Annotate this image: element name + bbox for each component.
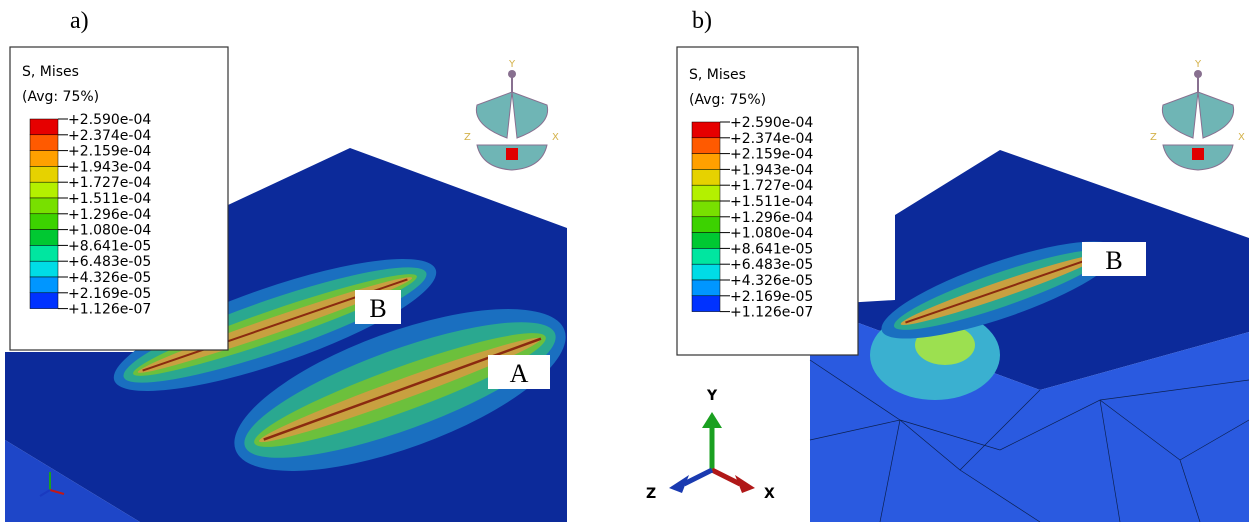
axis-label: X bbox=[764, 486, 775, 502]
triad-label: Z bbox=[464, 132, 471, 143]
legend-swatch bbox=[692, 169, 720, 185]
legend-swatch bbox=[692, 201, 720, 217]
legend-swatch bbox=[692, 280, 720, 296]
triad-label: Y bbox=[1194, 59, 1202, 70]
legend-level: +4.326e-05 bbox=[68, 270, 151, 286]
annotation: B bbox=[369, 294, 386, 323]
triad-petal bbox=[476, 92, 512, 138]
legend-level: +2.374e-04 bbox=[730, 131, 813, 147]
legend-level: +1.296e-04 bbox=[68, 207, 151, 223]
legend-swatch bbox=[30, 245, 58, 261]
triad-petal bbox=[1162, 92, 1198, 138]
legend-level: +1.943e-04 bbox=[68, 159, 151, 175]
legend-level: +1.126e-07 bbox=[68, 302, 151, 318]
legend-swatch bbox=[30, 119, 58, 135]
legend-swatch bbox=[692, 185, 720, 201]
legend-level: +1.080e-04 bbox=[730, 226, 813, 242]
legend-level: +1.080e-04 bbox=[68, 223, 151, 239]
figure: a)S, Mises(Avg: 75%)+2.590e-04+2.374e-04… bbox=[0, 0, 1249, 522]
axis-label: Z bbox=[646, 486, 656, 502]
legend-level: +6.483e-05 bbox=[730, 257, 813, 273]
legend-swatch bbox=[692, 264, 720, 280]
legend-swatch bbox=[30, 230, 58, 246]
legend-level: +6.483e-05 bbox=[68, 254, 151, 270]
legend-level: +2.374e-04 bbox=[68, 128, 151, 144]
legend-level: +8.641e-05 bbox=[730, 241, 813, 257]
legend-swatch bbox=[692, 138, 720, 154]
body: a)S, Mises(Avg: 75%)+2.590e-04+2.374e-04… bbox=[0, 0, 1249, 522]
legend-swatch bbox=[692, 217, 720, 233]
legend-level: +4.326e-05 bbox=[730, 273, 813, 289]
legend-subtitle: (Avg: 75%) bbox=[22, 89, 99, 105]
annotation: B bbox=[1105, 246, 1122, 275]
legend-level: +1.511e-04 bbox=[730, 194, 813, 210]
legend-swatch bbox=[692, 296, 720, 312]
legend-level: +1.727e-04 bbox=[68, 175, 151, 191]
legend-swatch bbox=[30, 214, 58, 230]
legend-swatch bbox=[30, 261, 58, 277]
legend-level: +2.159e-04 bbox=[730, 147, 813, 163]
legend-title: S, Mises bbox=[689, 67, 746, 83]
triad-label: X bbox=[552, 132, 559, 143]
triad-petal bbox=[1198, 92, 1234, 138]
annotation: A bbox=[510, 359, 529, 388]
legend-swatch bbox=[30, 293, 58, 309]
legend-swatch bbox=[30, 135, 58, 151]
legend-level: +2.159e-04 bbox=[68, 144, 151, 160]
triad-marker bbox=[1192, 148, 1204, 160]
panel-label: b) bbox=[692, 8, 712, 34]
legend-level: +8.641e-05 bbox=[68, 238, 151, 254]
legend-level: +1.511e-04 bbox=[68, 191, 151, 207]
legend-level: +1.727e-04 bbox=[730, 178, 813, 194]
legend-swatch bbox=[692, 122, 720, 138]
axis-triad-arrows bbox=[669, 412, 755, 493]
legend-level: +2.169e-05 bbox=[730, 289, 813, 305]
legend-subtitle: (Avg: 75%) bbox=[689, 92, 766, 108]
page: {"panels": [ {"label": "a)", "legend": {… bbox=[0, 0, 1249, 522]
legend-swatch bbox=[692, 233, 720, 249]
legend-swatch bbox=[30, 151, 58, 167]
panel-label: a) bbox=[70, 8, 89, 34]
triad-label: Z bbox=[1150, 132, 1157, 143]
triad-knob bbox=[1194, 70, 1202, 78]
triad-knob bbox=[508, 70, 516, 78]
triad-label: Y bbox=[508, 59, 516, 70]
legend-swatch bbox=[30, 277, 58, 293]
legend-swatch bbox=[30, 182, 58, 198]
legend-level: +2.169e-05 bbox=[68, 286, 151, 302]
shape bbox=[702, 412, 722, 428]
triad-marker bbox=[506, 148, 518, 160]
legend-swatch bbox=[30, 198, 58, 214]
legend-title: S, Mises bbox=[22, 64, 79, 80]
legend-level: +2.590e-04 bbox=[730, 115, 813, 131]
axis-label: Y bbox=[706, 388, 718, 404]
legend-swatch bbox=[692, 154, 720, 170]
triad-label: X bbox=[1238, 132, 1245, 143]
legend-level: +1.126e-07 bbox=[730, 305, 813, 321]
triad-petal bbox=[512, 92, 548, 138]
legend-level: +1.943e-04 bbox=[730, 162, 813, 178]
legend-swatch bbox=[30, 166, 58, 182]
legend-swatch bbox=[692, 248, 720, 264]
legend-level: +2.590e-04 bbox=[68, 112, 151, 128]
legend-level: +1.296e-04 bbox=[730, 210, 813, 226]
